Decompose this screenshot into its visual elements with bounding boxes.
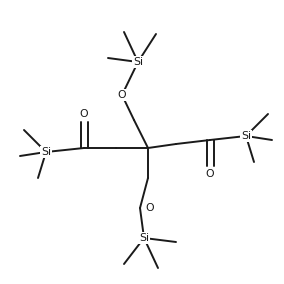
Text: O: O xyxy=(146,203,154,213)
Text: O: O xyxy=(80,109,88,119)
Text: Si: Si xyxy=(41,147,51,157)
Text: O: O xyxy=(206,169,214,179)
Text: Si: Si xyxy=(139,233,149,243)
Text: O: O xyxy=(118,90,126,100)
Text: Si: Si xyxy=(241,131,251,141)
Text: Si: Si xyxy=(133,57,143,67)
